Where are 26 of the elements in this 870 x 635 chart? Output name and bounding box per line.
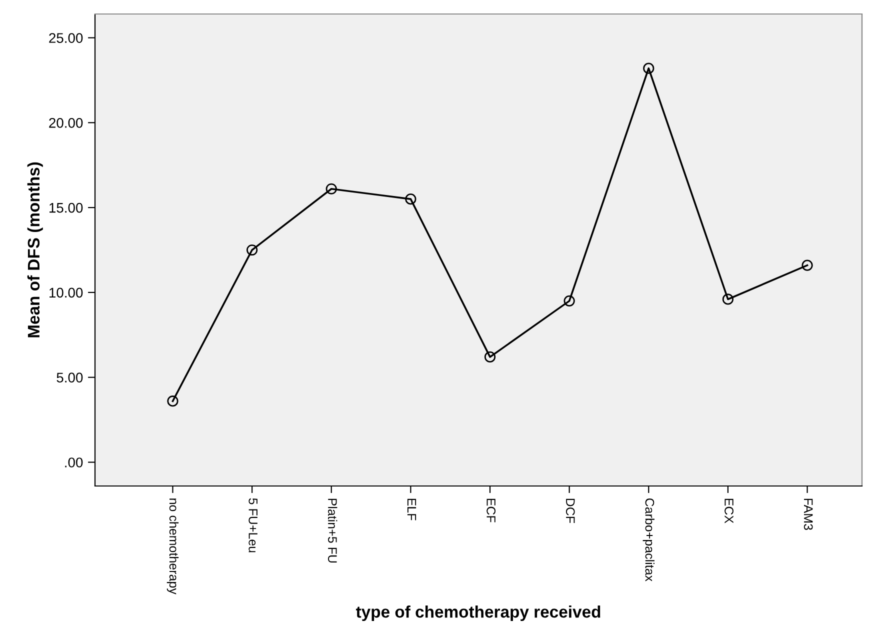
y-tick-label: 20.00 bbox=[49, 118, 83, 128]
point bbox=[167, 396, 178, 407]
y-axis-title: Mean of DFS (months) bbox=[27, 162, 43, 338]
y-tick-label: .00 bbox=[65, 458, 83, 468]
x-tick-label: DCF bbox=[566, 498, 575, 523]
point bbox=[802, 260, 813, 271]
x-tick-label: FAM3 bbox=[804, 498, 813, 530]
x-tick-label: no chemotherapy bbox=[166, 498, 179, 594]
point bbox=[246, 244, 258, 256]
point bbox=[564, 295, 575, 306]
point bbox=[326, 183, 337, 194]
x-tick-label: ELF bbox=[407, 498, 416, 520]
x-tick-label: ECF bbox=[486, 498, 496, 522]
point bbox=[405, 194, 416, 205]
y-tick-label: 25.00 bbox=[49, 33, 83, 43]
point bbox=[722, 294, 734, 305]
y-tick-label: 15.00 bbox=[50, 202, 83, 213]
point bbox=[643, 62, 654, 74]
point bbox=[484, 351, 496, 363]
y-tick-label: 5.00 bbox=[56, 372, 83, 383]
x-tick-label: 5 FU+Leu bbox=[248, 498, 258, 552]
x-axis-title: type of chemotherapy received bbox=[356, 605, 600, 622]
x-tick-label: ECX bbox=[724, 498, 734, 524]
y-tick-label: 10.00 bbox=[50, 288, 83, 298]
x-tick-label: Platin+5 FU bbox=[328, 498, 338, 562]
x-tick-label: Carbo+paclitax bbox=[642, 498, 654, 582]
